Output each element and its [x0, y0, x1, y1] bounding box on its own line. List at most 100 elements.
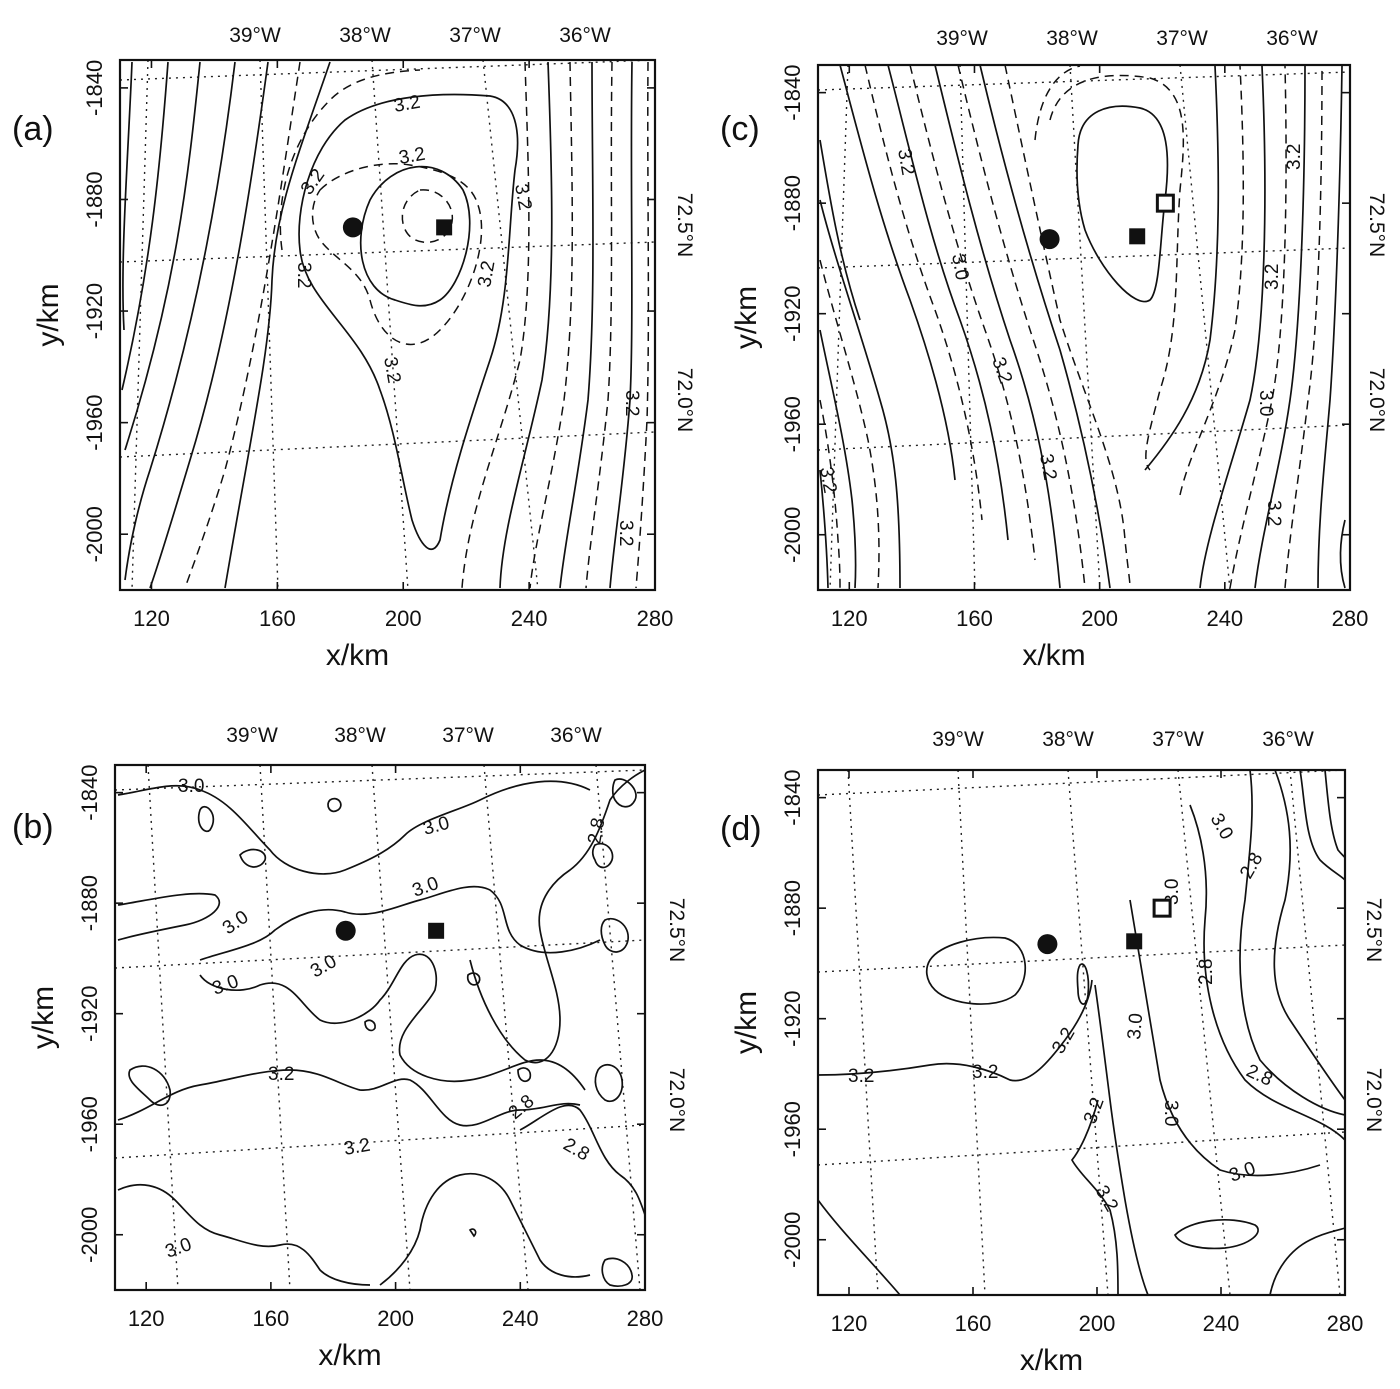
panel-d-contour-label: 3.2	[1091, 1182, 1122, 1215]
panel-c-contour-label: 3.0	[1255, 390, 1276, 416]
y-tick-label: -2000	[82, 506, 107, 562]
panel-a-markers	[342, 217, 453, 238]
x-tick-label: 120	[831, 606, 868, 631]
y-tick-label: -1960	[780, 1101, 805, 1157]
x-tick-label: 160	[955, 1311, 992, 1336]
panel-b: 3.0 3.0 3.0 3.0 3.0 3.0 3.2 3.2 2.8 2.8 …	[12, 724, 688, 1372]
y-tick-label: -1960	[77, 1096, 102, 1152]
latitude-label: 72.5°N	[665, 898, 688, 962]
panel-b-contour-label: 3.0	[307, 951, 340, 982]
panel-d-contours: 3.0 2.8 3.0 2.8 3.0 2.8 3.2 3.2 3.2 3.2 …	[817, 769, 1346, 1296]
y-tick-label: -1840	[82, 60, 107, 116]
x-axis-title: x/km	[318, 1339, 381, 1372]
x-tick-label: 120	[133, 606, 170, 631]
panel-d-contour-label: 3.0	[1124, 1012, 1147, 1040]
y-tick-label: -1920	[780, 286, 805, 342]
panel-c-axes: 120 160 200 240 280 -1840 -1880 -1920 -1960 -2000…	[730, 27, 1388, 672]
station-circle-marker	[1037, 934, 1058, 955]
longitude-label: 38°W	[334, 724, 386, 747]
panel-b-contour-label: 3.2	[342, 1135, 372, 1160]
station-square-marker	[436, 219, 453, 236]
panel-a-contour-label: 3.2	[397, 144, 427, 169]
latitude-label: 72.5°N	[673, 193, 696, 257]
y-tick-label: -1880	[780, 880, 805, 936]
panel-d-contour-label: 3.0	[1160, 1100, 1181, 1126]
longitude-label: 36°W	[1262, 728, 1314, 751]
panel-a-contour-label: 3.2	[297, 165, 329, 199]
longitude-label: 39°W	[932, 728, 984, 751]
latitude-label: 72.5°N	[1365, 193, 1388, 257]
longitude-label: 38°W	[1046, 27, 1098, 50]
station-open-square-marker	[1152, 898, 1172, 918]
y-tick-label: -1960	[82, 394, 107, 450]
x-axis-title: x/km	[326, 639, 389, 672]
station-square-marker	[1126, 933, 1143, 950]
panel-d-contour-label: 2.8	[1243, 1060, 1276, 1090]
y-tick-label: -2000	[77, 1207, 102, 1263]
panel-a: 3.2 3.2 3.2 3.2 3.2 3.2 3.2 3.2 3.2 (a) …	[12, 24, 696, 672]
y-tick-label: -1960	[780, 396, 805, 452]
station-circle-marker	[342, 217, 363, 238]
x-axis-title: x/km	[1020, 1344, 1083, 1377]
panel-d-contour-label: 3.2	[1080, 1095, 1109, 1127]
x-tick-label: 160	[956, 606, 993, 631]
y-tick-label: -1920	[82, 283, 107, 339]
panel-d-axes: 120 160 200 240 280 -1840 -1880 -1920 -1960 -2000…	[730, 728, 1385, 1377]
x-tick-label: 200	[377, 1306, 414, 1331]
panel-b-frame	[113, 763, 647, 1292]
panel-c-frame	[816, 63, 1352, 592]
x-tick-label: 200	[385, 606, 422, 631]
longitude-label: 36°W	[559, 24, 611, 47]
panel-a-contour-label: 3.2	[293, 262, 314, 288]
panel-d-contour-label: 3.0	[1227, 1158, 1259, 1187]
panel-c-contour-label: 3.0	[947, 252, 972, 282]
y-tick-label: -1880	[77, 875, 102, 931]
panel-c-contours: 3.2 3.0 3.2 3.2 3.2 3.2 3.2 3.2 3.0	[815, 64, 1351, 591]
y-tick-label: -2000	[780, 1212, 805, 1268]
panel-a-contour-label: 3.2	[392, 92, 422, 117]
y-tick-label: -1840	[780, 64, 805, 120]
x-axis-title: x/km	[1022, 639, 1085, 672]
y-tick-label: -1880	[780, 175, 805, 231]
panel-b-contour-label: 3.0	[210, 971, 242, 1000]
panel-a-contour-label: 3.2	[621, 390, 642, 416]
panel-b-contour-label: 3.2	[268, 1064, 294, 1085]
y-tick-label: -1880	[82, 171, 107, 227]
station-circle-marker	[1039, 229, 1060, 250]
x-tick-label: 240	[1203, 1311, 1240, 1336]
panel-c-contour-label: 3.2	[987, 355, 1016, 387]
y-axis-title: y/km	[32, 283, 65, 346]
panel-b-letter: (b)	[12, 808, 54, 846]
panel-b-contours: 3.0 3.0 3.0 3.0 3.0 3.0 3.2 3.2 2.8 2.8 …	[114, 764, 646, 1291]
latitude-label: 72.0°N	[673, 368, 696, 432]
y-tick-label: -1840	[780, 769, 805, 825]
panel-b-contour-label: 3.0	[421, 813, 452, 840]
longitude-label: 39°W	[936, 27, 988, 50]
longitude-label: 38°W	[1042, 728, 1094, 751]
longitude-label: 37°W	[1156, 27, 1208, 50]
y-tick-label: -2000	[780, 507, 805, 563]
x-tick-label: 240	[502, 1306, 539, 1331]
x-tick-label: 280	[1327, 1311, 1364, 1336]
panel-c-letter: (c)	[720, 110, 760, 148]
panel-c-contour-label: 3.2	[1263, 500, 1284, 526]
x-tick-label: 280	[1332, 606, 1369, 631]
longitude-label: 36°W	[550, 724, 602, 747]
panel-b-axes: 120 160 200 240 280 -1840 -1880 -1920 -1960 -2000…	[27, 724, 688, 1372]
panel-c-contour-label: 3.2	[1284, 144, 1305, 170]
longitude-label: 36°W	[1266, 27, 1318, 50]
longitude-label: 37°W	[442, 724, 494, 747]
panel-c: 3.2 3.0 3.2 3.2 3.2 3.2 3.2 3.2 3.0 (c) …	[720, 27, 1388, 672]
panel-b-contour-label: 2.8	[560, 1134, 593, 1165]
y-axis-title: y/km	[730, 286, 763, 349]
y-tick-label: -1840	[77, 764, 102, 820]
panel-b-contour-label: 3.0	[219, 907, 253, 939]
panel-a-contour-label: 3.2	[379, 355, 404, 385]
panel-d-markers	[1037, 898, 1172, 955]
latitude-label: 72.5°N	[1362, 898, 1385, 962]
panel-a-axes: 120 160 200 240 280 -1840 -1880 -1920 -1960 -2000…	[32, 24, 696, 672]
panel-d-contour-label: 3.2	[848, 1066, 874, 1087]
station-square-marker	[428, 922, 445, 939]
y-tick-label: -1920	[77, 986, 102, 1042]
